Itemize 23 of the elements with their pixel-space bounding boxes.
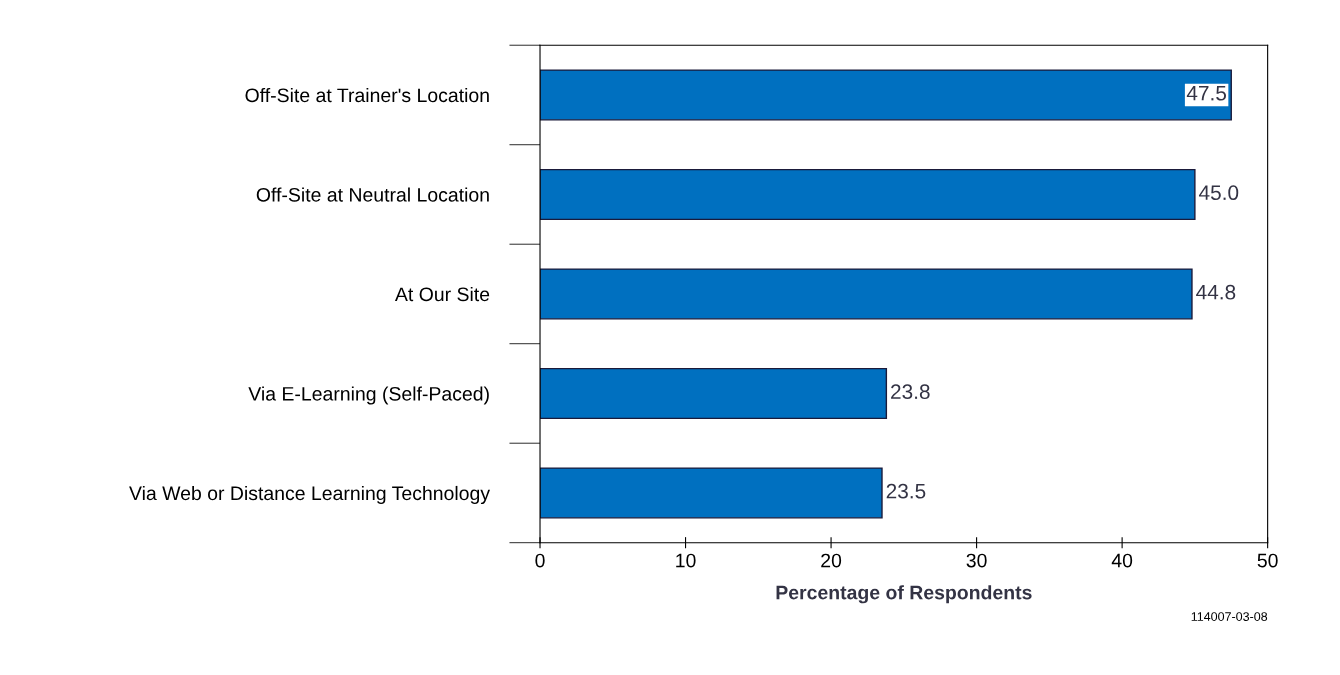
data-label: 44.8 [1196,284,1236,300]
y-tick-label: At Our Site [394,286,490,302]
text: 114007-03-08 [1191,612,1268,621]
y-tick-label: Off-Site at Neutral Location [256,187,489,202]
y-tick-label: Off-Site at Trainer's Location [245,87,489,103]
bar [540,168,1196,221]
y-tick-label: Via E-Learning (Self-Paced) [248,386,489,405]
bar [540,467,883,519]
x-tick-label: 20 [821,553,842,568]
y-tick-label: Via Web or Distance Learning Technology [129,485,491,505]
bar [540,69,1232,121]
bar [540,268,1193,320]
x-tick-label: 30 [966,553,987,568]
data-label: 45.0 [1198,185,1239,201]
x-tick-label: 0 [535,553,545,568]
x-axis-title: Percentage of Respondents [776,585,1032,604]
x-tick-label: 40 [1111,553,1133,568]
x-tick-label: 50 [1257,553,1278,568]
bar [540,367,888,420]
x-tick-label: 10 [676,553,696,568]
data-label: 23.8 [891,384,930,400]
data-label: 47.5 [1186,86,1227,101]
data-label: 23.5 [886,483,926,499]
